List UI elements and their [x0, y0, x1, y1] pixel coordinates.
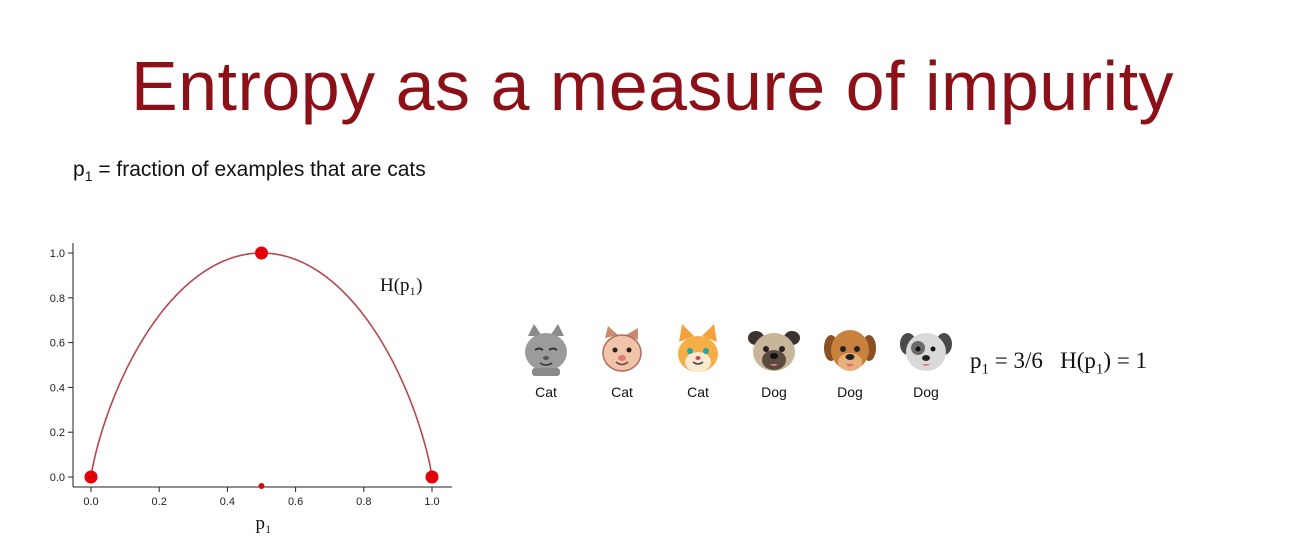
animal-label: Cat: [687, 384, 709, 400]
definition-sub: 1: [84, 168, 93, 185]
eq-gap: [1043, 348, 1060, 373]
brown-dog-icon: [824, 330, 876, 371]
animal-item: Dog: [888, 322, 964, 412]
animal-row: Cat Cat Cat: [508, 322, 964, 412]
eq-p-value: = 3/6: [989, 348, 1043, 373]
x-tick-label: 0.8: [356, 496, 371, 508]
animal-item: Cat: [584, 322, 660, 412]
y-tick-label: 0.6: [50, 338, 65, 350]
x-tick-label: 0.0: [83, 496, 98, 508]
definition-var: p: [73, 158, 85, 181]
gray-cat-icon: [525, 324, 567, 376]
eq-p-var: p: [970, 348, 982, 373]
animal-item: Cat: [660, 322, 736, 412]
y-tick-label: 0.8: [50, 293, 65, 305]
orange-cat-icon: [678, 324, 718, 372]
pug-dog-icon: [748, 331, 800, 371]
animal-label: Cat: [535, 384, 557, 400]
highlight-point: [255, 246, 268, 260]
animal-label: Dog: [761, 384, 787, 400]
animal-label: Cat: [611, 384, 633, 400]
x-tick-label: 0.4: [220, 496, 235, 508]
x-tick-label: 1.0: [424, 496, 439, 508]
y-tick-label: 0.2: [50, 427, 65, 439]
highlight-point: [258, 482, 265, 489]
slide-title: Entropy as a measure of impurity: [130, 47, 1175, 125]
animal-item: Cat: [508, 322, 584, 412]
y-tick-label: 0.0: [50, 472, 65, 484]
definition-text: = fraction of examples that are cats: [98, 158, 426, 181]
eq-h-suffix: ) = 1: [1103, 348, 1148, 373]
pink-cat-icon: [602, 326, 642, 372]
y-tick-label: 1.0: [50, 248, 65, 260]
eq-h-prefix: H(p: [1060, 348, 1096, 373]
gray-dog-icon: [900, 333, 952, 371]
eq-h-sub: 1: [1095, 361, 1104, 378]
animal-label: Dog: [837, 384, 863, 400]
x-axis-label: p₁: [255, 513, 271, 534]
animal-label: Dog: [913, 384, 939, 400]
animal-item: Dog: [812, 322, 888, 412]
entropy-equation: p1 = 3/6 H(p1) = 1: [970, 348, 1147, 379]
y-tick-label: 0.4: [50, 382, 65, 394]
highlight-point: [425, 470, 439, 484]
highlight-point: [84, 470, 98, 484]
x-tick-label: 0.6: [288, 496, 303, 508]
curve-label: H(p₁): [380, 275, 423, 296]
entropy-chart: 0.0 0.2 0.4 0.6 0.8 1.0 0.0 0.2 0.4 0.6 0.8 1.0 p₁ H(…: [50, 243, 452, 534]
p1-definition: p1 = fraction of examples that are cats: [73, 156, 433, 190]
x-tick-label: 0.2: [152, 496, 167, 508]
eq-p-sub: 1: [981, 361, 990, 378]
animal-item: Dog: [736, 322, 812, 412]
